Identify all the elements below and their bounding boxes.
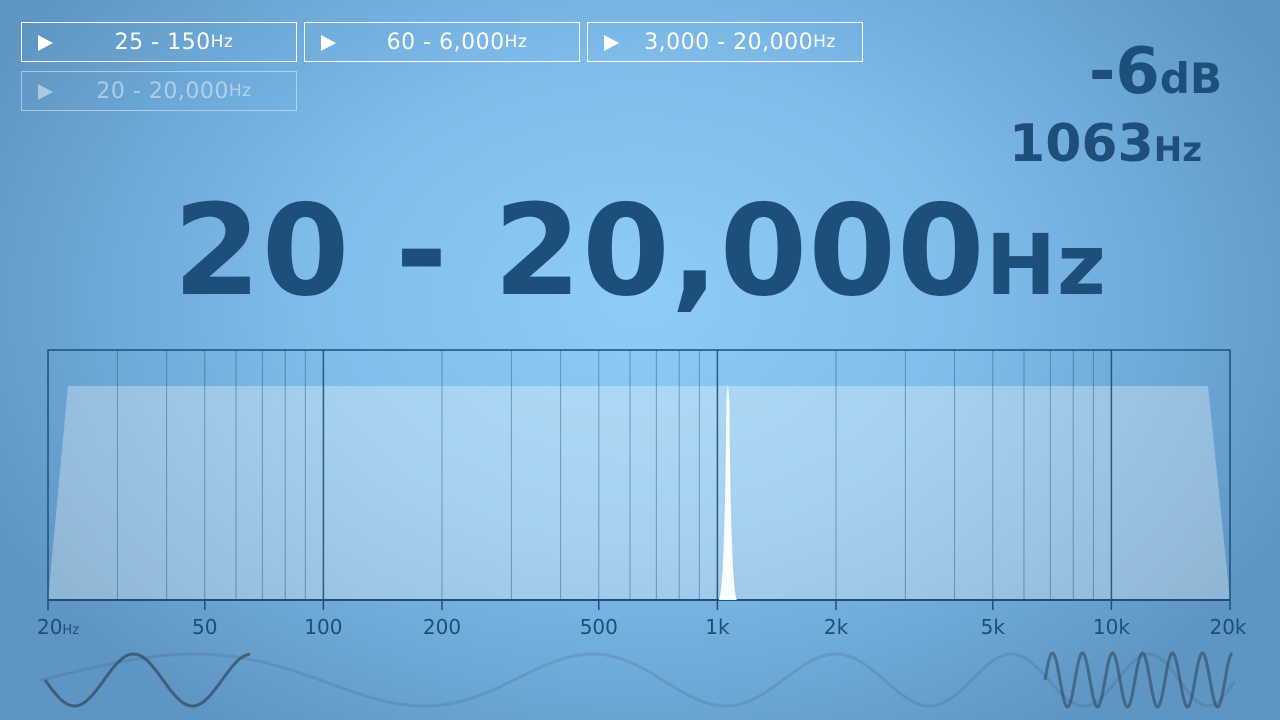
- play-icon: [321, 35, 336, 51]
- waveform-low: [43, 652, 251, 708]
- level-db: -6dB: [1088, 35, 1222, 109]
- tick-label: 20k: [1209, 615, 1247, 639]
- tick-label: 20Hz: [36, 615, 80, 639]
- waveform: [39, 652, 1237, 708]
- page-title: 20 - 20,000Hz: [173, 177, 1107, 324]
- tick-label: 10k: [1092, 615, 1130, 639]
- tick-label: 500: [579, 615, 618, 639]
- button-label: 20 - 20,000 Hz: [96, 78, 252, 104]
- tick-label: 1k: [705, 615, 730, 639]
- play-icon: [38, 84, 53, 100]
- button-label: 25 - 150 Hz: [114, 29, 234, 55]
- waveform-high: [1043, 651, 1234, 709]
- tick-label: 2k: [823, 615, 849, 639]
- button-label: 60 - 6,000 Hz: [386, 29, 528, 55]
- tick-marks: [47, 600, 1231, 610]
- frequency-grid: [116, 350, 1113, 600]
- tick-label: 200: [422, 615, 462, 639]
- play-button-60-6000hz[interactable]: 60 - 6,000 Hz: [304, 22, 580, 62]
- tone-frequency: 1063Hz: [1009, 114, 1202, 174]
- button-label: 3,000 - 20,000 Hz: [644, 29, 836, 55]
- play-icon: [604, 35, 619, 51]
- play-icon: [38, 35, 53, 51]
- play-button-25-150hz[interactable]: 25 - 150 Hz: [21, 22, 297, 62]
- tick-label: 100: [304, 615, 343, 639]
- play-button-20-20000hz[interactable]: 20 - 20,000 Hz: [21, 71, 297, 111]
- tick-label: 50: [192, 615, 218, 639]
- play-button-3000-20000hz[interactable]: 3,000 - 20,000 Hz: [587, 22, 863, 62]
- level-readout: -6dB 1063Hz: [1009, 40, 1222, 170]
- passband-area: [48, 386, 1230, 600]
- tone-peak: [718, 384, 737, 600]
- tick-label: 5k: [980, 615, 1005, 639]
- waveform-strip: [39, 651, 1237, 709]
